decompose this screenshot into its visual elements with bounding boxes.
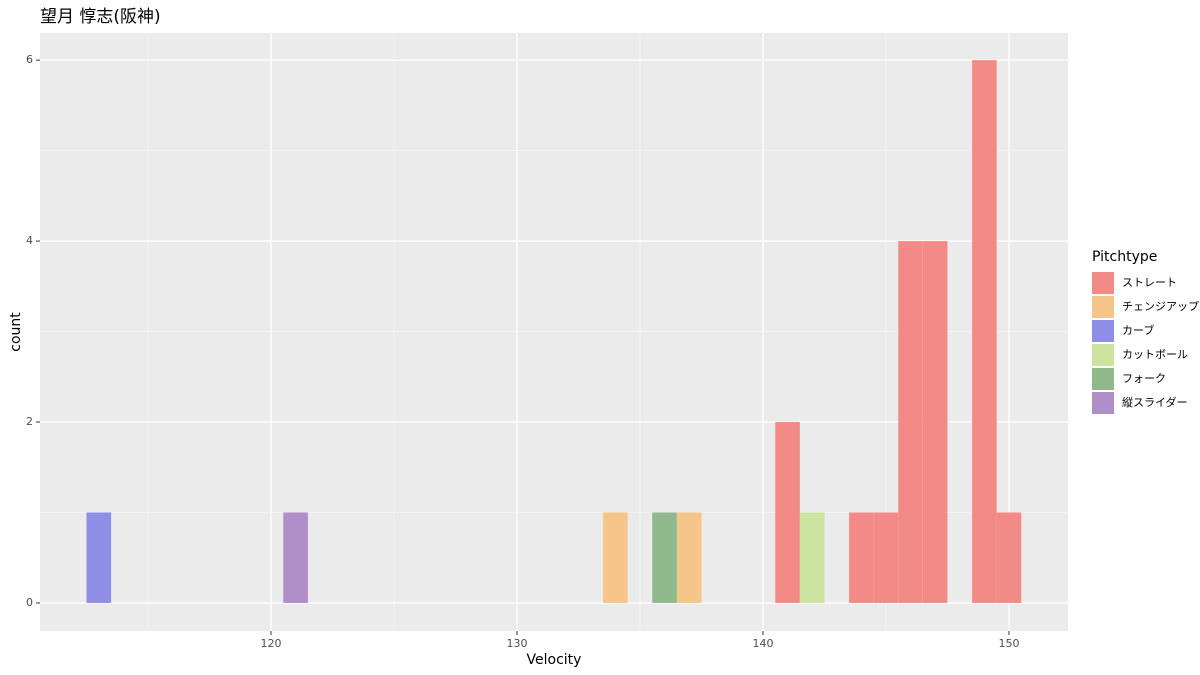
legend-key	[1092, 296, 1114, 318]
x-tick-label: 120	[260, 637, 281, 650]
legend-key	[1092, 344, 1114, 366]
legend-key	[1092, 272, 1114, 294]
x-axis-label: Velocity	[527, 652, 582, 668]
x-tick-label: 150	[998, 637, 1019, 650]
chart-title: 望月 惇志(阪神)	[40, 7, 161, 27]
legend-key	[1092, 392, 1114, 414]
legend-label: カーブ	[1122, 323, 1154, 337]
legend-key	[1092, 320, 1114, 342]
axes: 120 130 140 150 0 2 4 6	[26, 53, 1019, 650]
legend-label: フォーク	[1122, 372, 1166, 385]
legend-label: ストレート	[1122, 276, 1177, 289]
y-tick-label: 2	[26, 415, 33, 428]
bar	[873, 512, 899, 603]
bar	[652, 512, 677, 603]
bar	[799, 512, 825, 603]
legend-key	[1092, 368, 1114, 390]
legend-label: カットボール	[1122, 348, 1188, 361]
bars	[86, 60, 1022, 603]
bar	[996, 512, 1022, 603]
legend-title: Pitchtype	[1092, 249, 1157, 265]
x-tick-label: 130	[506, 637, 527, 650]
y-axis-label: count	[8, 312, 24, 352]
legend: Pitchtype ストレートチェンジアップカーブカットボールフォーク縦スライダ…	[1092, 249, 1199, 414]
y-tick-label: 6	[26, 53, 33, 66]
bar	[849, 512, 874, 603]
bar	[922, 241, 948, 603]
bar	[775, 422, 800, 603]
bar	[898, 241, 923, 603]
legend-label: チェンジアップ	[1122, 300, 1199, 313]
legend-label: 縦スライダー	[1122, 395, 1188, 409]
y-tick-label: 0	[26, 596, 33, 609]
grid	[40, 33, 1068, 631]
bar	[86, 512, 112, 603]
x-tick-label: 140	[752, 637, 773, 650]
bar	[676, 512, 702, 603]
bar	[603, 512, 628, 603]
bar	[972, 60, 997, 603]
bar	[283, 512, 308, 603]
y-tick-label: 4	[26, 234, 33, 247]
